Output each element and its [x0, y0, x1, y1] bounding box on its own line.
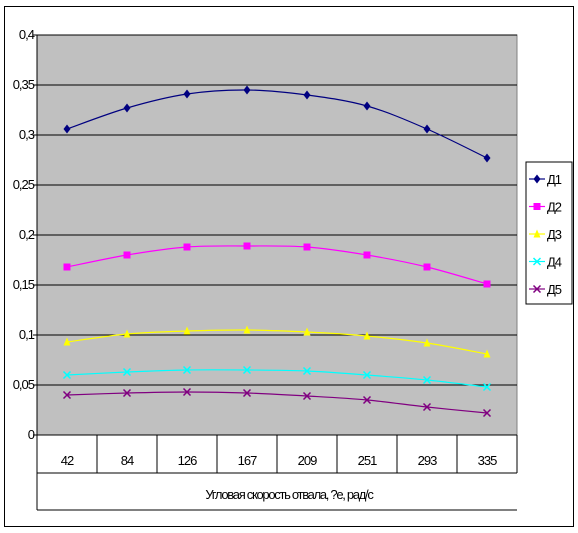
data-point: [532, 257, 542, 266]
x-tick-label: 335: [478, 453, 497, 468]
data-point: [302, 391, 312, 401]
series-line: [66, 369, 488, 388]
y-tick-label: 0,2: [19, 227, 35, 242]
legend-label: Д4: [547, 255, 562, 270]
y-tick-label: 0,1: [19, 327, 35, 342]
series-Д4: [62, 365, 492, 392]
data-point: [242, 365, 252, 375]
data-point: [363, 101, 371, 111]
y-tick-label: 0,3: [19, 127, 35, 142]
data-point: [63, 263, 71, 271]
data-point: [242, 388, 252, 398]
y-tick-label: 0,25: [13, 177, 35, 192]
data-point: [422, 402, 432, 412]
legend-label: Д5: [547, 282, 562, 297]
data-point: [482, 382, 492, 392]
data-point: [363, 331, 371, 340]
data-point: [423, 124, 431, 134]
data-point: [533, 229, 541, 238]
data-point: [363, 251, 371, 259]
data-point: [183, 243, 191, 251]
legend-entry: Д5: [529, 282, 563, 297]
data-point: [123, 329, 131, 338]
data-point: [62, 370, 72, 380]
data-point: [532, 284, 542, 294]
data-point: [183, 326, 191, 335]
legend-entry: Д4: [529, 255, 563, 270]
legend-label: Д3: [547, 227, 562, 242]
data-point: [533, 203, 541, 210]
series-line: [66, 245, 488, 285]
data-point: [533, 174, 541, 184]
series-Д5: [62, 387, 492, 418]
series-line: [66, 391, 488, 414]
x-tick-label: 293: [418, 453, 437, 468]
y-tick-label: 0: [28, 427, 35, 442]
y-tick-label: 0,35: [13, 77, 35, 92]
y-tick-label: 0,15: [13, 277, 35, 292]
data-point: [123, 103, 131, 113]
data-point: [243, 325, 251, 334]
legend-box: [525, 161, 573, 305]
data-point: [483, 153, 491, 163]
legend-label: Д1: [547, 172, 562, 187]
series-line: [66, 329, 488, 355]
data-point: [362, 370, 372, 380]
data-point: [243, 242, 251, 250]
data-point: [63, 337, 71, 346]
data-point: [182, 365, 192, 375]
series-Д3: [63, 325, 491, 358]
data-point: [362, 395, 372, 405]
x-tick-label: 167: [238, 453, 257, 468]
x-tick-label: 251: [358, 453, 377, 468]
data-point: [62, 390, 72, 400]
data-point: [63, 124, 71, 134]
legend-entry: Д1: [529, 172, 563, 187]
data-point: [423, 263, 431, 271]
legend-label: Д2: [547, 200, 562, 215]
series-Д1: [63, 85, 491, 163]
data-point: [123, 251, 131, 259]
x-tick-label: 126: [178, 453, 197, 468]
data-point: [302, 366, 312, 376]
legend-entry: Д2: [529, 200, 563, 215]
data-point: [182, 387, 192, 397]
data-point: [243, 85, 251, 95]
data-point: [122, 367, 132, 377]
series-Д2: [63, 242, 491, 288]
data-point: [303, 327, 311, 336]
data-point: [483, 349, 491, 358]
data-point: [482, 408, 492, 418]
data-point: [122, 388, 132, 398]
x-tick-label: 84: [121, 453, 134, 468]
data-point: [303, 243, 311, 251]
x-tick-label: 209: [298, 453, 317, 468]
data-point: [423, 338, 431, 347]
data-point: [303, 90, 311, 100]
x-axis-title: Угловая скорость отвала, ?е, рад/с: [205, 487, 373, 502]
x-tick-label: 42: [61, 453, 74, 468]
legend-entry: Д3: [529, 227, 563, 242]
y-tick-label: 0,05: [13, 377, 35, 392]
data-point: [183, 89, 191, 99]
data-point: [422, 375, 432, 385]
y-tick-label: 0,4: [19, 27, 35, 42]
data-point: [483, 280, 491, 288]
